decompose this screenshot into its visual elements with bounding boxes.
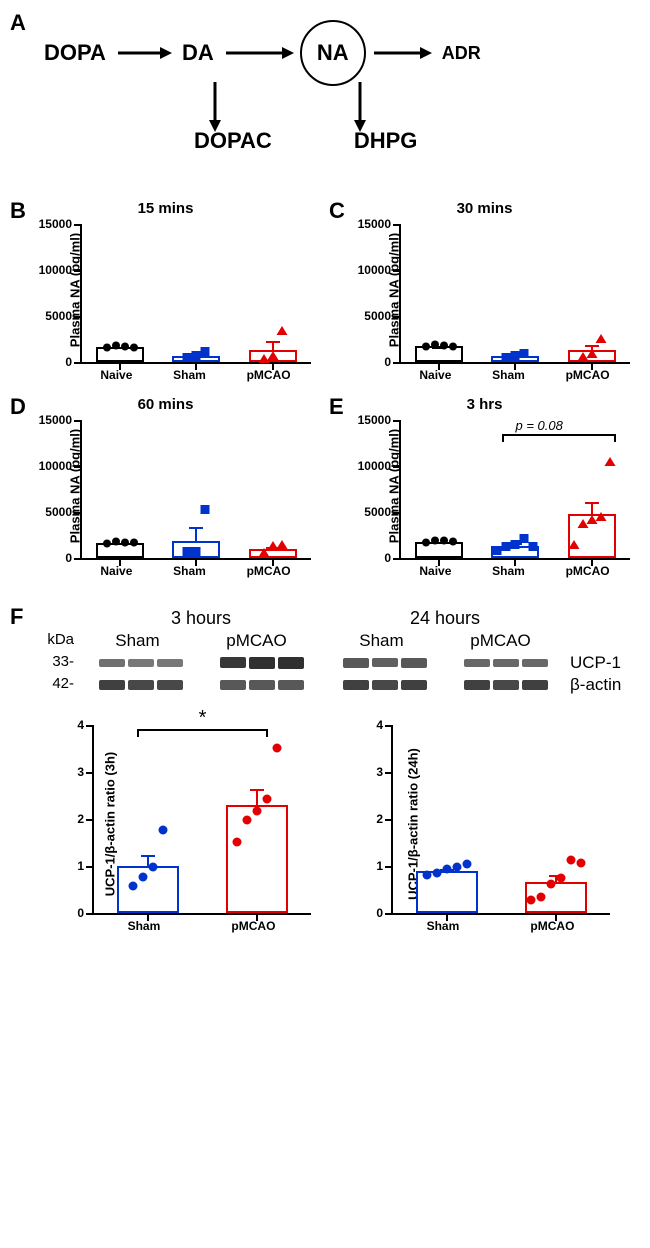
ratio-24h-xlabels: ShampMCAO <box>391 915 610 933</box>
panel-d: D 60 mins Plasma NA (pg/ml) 050001000015… <box>10 394 321 578</box>
node-na-circled: NA <box>300 20 366 86</box>
panel-a-label: A <box>10 10 26 36</box>
western-blot-grid: 3 hours 24 hours kDa Sham pMCAO Sham pMC… <box>10 608 640 695</box>
panel-e-label: E <box>329 394 344 420</box>
chart-e-title: 3 hrs <box>467 396 503 413</box>
node-na: NA <box>317 40 349 66</box>
blot-header-3h: 3 hours <box>82 608 320 629</box>
chart-c-title: 30 mins <box>457 200 513 217</box>
kda-label: kDa <box>16 631 76 651</box>
node-da: DA <box>178 38 218 68</box>
blot-header-24h: 24 hours <box>326 608 564 629</box>
panel-c: C 30 mins Plasma NA (pg/ml) 050001000015… <box>329 198 640 382</box>
mw-actin: 42- <box>16 675 76 695</box>
ratio-3h-chart: UCP-1/β-actin ratio (3h) 01234* ShampMCA… <box>30 715 321 933</box>
bands-3h-ucp1 <box>82 653 320 673</box>
chart-d-plot: 050001000015000 <box>80 420 311 560</box>
blot-group-sham: Sham <box>115 631 159 651</box>
ratio-charts: UCP-1/β-actin ratio (3h) 01234* ShampMCA… <box>10 715 640 941</box>
chart-d-title: 60 mins <box>138 396 194 413</box>
arrow-icon <box>372 43 432 63</box>
panel-d-label: D <box>10 394 26 420</box>
ratio-3h-plot: 01234* <box>92 725 311 915</box>
ratio-3h-xlabels: ShampMCAO <box>92 915 311 933</box>
panel-b: B 15 mins Plasma NA (pg/ml) 050001000015… <box>10 198 321 382</box>
ratio-24h-plot: 01234 <box>391 725 610 915</box>
panel-e: E 3 hrs Plasma NA (pg/ml) 05000100001500… <box>329 394 640 578</box>
node-adr: ADR <box>438 41 485 66</box>
blot-sub-3h: Sham pMCAO <box>82 631 320 651</box>
bands-24h-actin <box>326 675 564 695</box>
chart-b-plot: 050001000015000 <box>80 224 311 364</box>
chart-b-title: 15 mins <box>138 200 194 217</box>
mw-ucp1: 33- <box>16 653 76 673</box>
chart-c-plot: 050001000015000 <box>399 224 630 364</box>
chart-e-plot: 050001000015000p = 0.08 <box>399 420 630 560</box>
bands-24h-ucp1 <box>326 653 564 673</box>
arrow-icon <box>116 43 172 63</box>
panel-a: A DOPA DA NA ADR DOPAC DHPG <box>10 10 640 190</box>
blot-group-pmcao: pMCAO <box>470 631 530 651</box>
protein-ucp1: UCP-1 <box>570 653 640 673</box>
panel-b-label: B <box>10 198 26 224</box>
arrows-down-icon <box>40 82 540 132</box>
blot-sub-24h: Sham pMCAO <box>326 631 564 651</box>
node-dopa: DOPA <box>40 38 110 68</box>
panel-c-label: C <box>329 198 345 224</box>
panel-f-label: F <box>10 604 23 630</box>
blot-group-sham: Sham <box>359 631 403 651</box>
protein-actin: β-actin <box>570 675 640 695</box>
pathway-diagram: DOPA DA NA ADR DOPAC DHPG <box>10 10 640 176</box>
panel-f: F 3 hours 24 hours kDa Sham pMCAO Sham p… <box>10 604 640 941</box>
ratio-24h-chart: UCP-1/β-actin ratio (24h) 01234 ShampMCA… <box>329 715 620 933</box>
bands-3h-actin <box>82 675 320 695</box>
blot-group-pmcao: pMCAO <box>226 631 286 651</box>
plasma-charts-grid: B 15 mins Plasma NA (pg/ml) 050001000015… <box>10 198 640 586</box>
arrow-icon <box>224 43 294 63</box>
